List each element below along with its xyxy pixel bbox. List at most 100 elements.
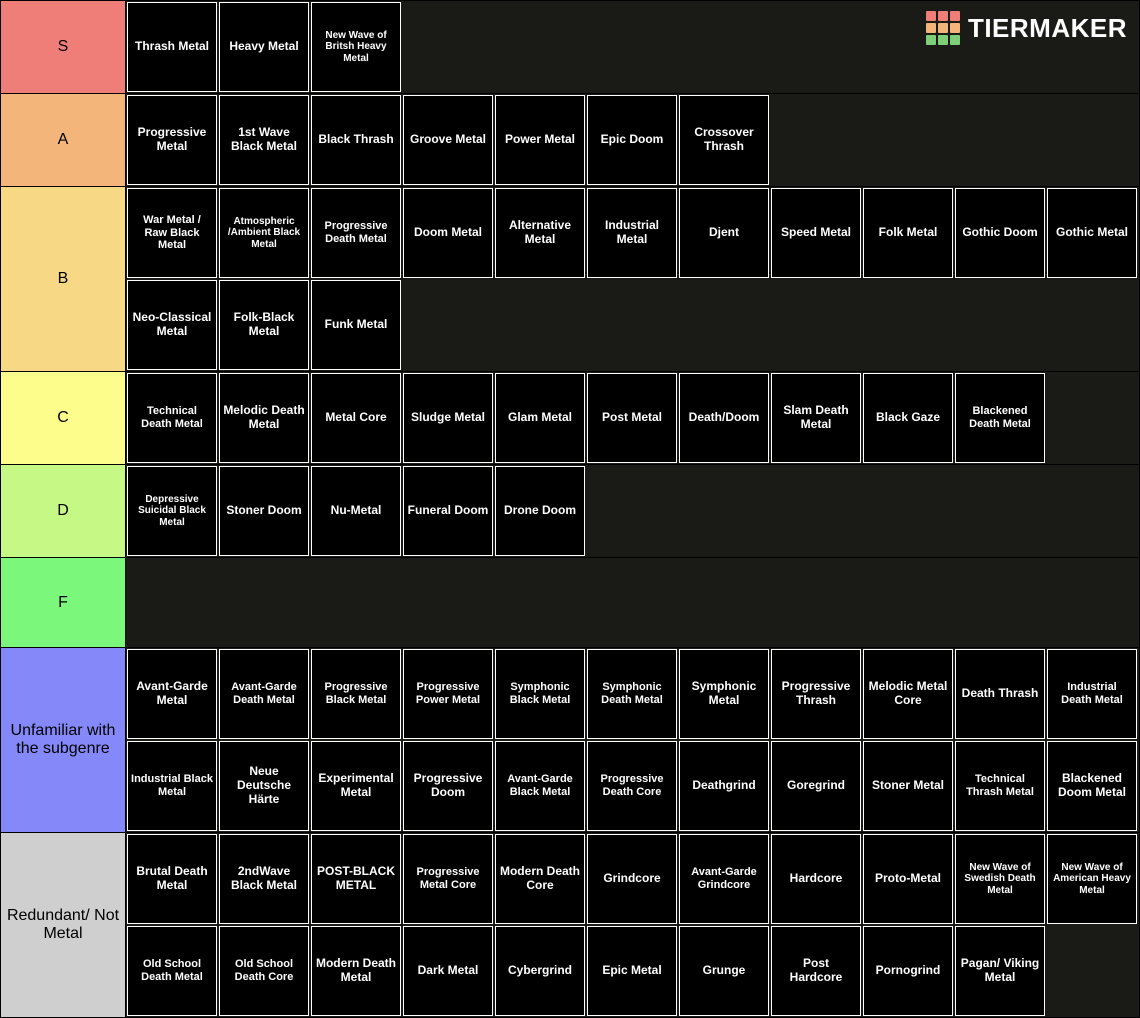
tier-tile[interactable]: Stoner Doom — [219, 466, 309, 556]
tier-tile[interactable]: Death Thrash — [955, 649, 1045, 739]
logo-text: TIERMAKER — [968, 13, 1127, 44]
tier-tile[interactable]: Blackened Death Metal — [955, 373, 1045, 463]
tier-tile[interactable]: Black Gaze — [863, 373, 953, 463]
tier-tile[interactable]: New Wave of Swedish Death Metal — [955, 834, 1045, 924]
tier-tile[interactable]: New Wave of American Heavy Metal — [1047, 834, 1137, 924]
tier-tile[interactable]: New Wave of Britsh Heavy Metal — [311, 2, 401, 92]
tier-tile[interactable]: Progressive Power Metal — [403, 649, 493, 739]
tier-tile[interactable]: Sludge Metal — [403, 373, 493, 463]
tier-row: CTechnical Death MetalMelodic Death Meta… — [1, 372, 1139, 465]
tier-tile[interactable]: Drone Doom — [495, 466, 585, 556]
tier-label[interactable]: A — [1, 94, 126, 186]
tier-tile[interactable]: Melodic Metal Core — [863, 649, 953, 739]
tier-tile[interactable]: POST-BLACK METAL — [311, 834, 401, 924]
tier-tile[interactable]: Progressive Death Metal — [311, 188, 401, 278]
tier-tile[interactable]: Progressive Black Metal — [311, 649, 401, 739]
tier-tile[interactable]: 1st Wave Black Metal — [219, 95, 309, 185]
tiermaker-logo: TIERMAKER — [926, 11, 1127, 45]
tier-tile[interactable]: 2ndWave Black Metal — [219, 834, 309, 924]
tier-tile[interactable]: Glam Metal — [495, 373, 585, 463]
tier-tile[interactable]: Experimental Metal — [311, 741, 401, 831]
tier-tile[interactable]: Groove Metal — [403, 95, 493, 185]
tier-items: Thrash MetalHeavy MetalNew Wave of Brits… — [126, 1, 1139, 93]
tier-items: Depressive Suicidal Black MetalStoner Do… — [126, 465, 1139, 557]
tier-tile[interactable]: Death/Doom — [679, 373, 769, 463]
tier-tile[interactable]: Post Metal — [587, 373, 677, 463]
tier-label[interactable]: C — [1, 372, 126, 464]
tier-tile[interactable]: Metal Core — [311, 373, 401, 463]
tier-tile[interactable]: Blackened Doom Metal — [1047, 741, 1137, 831]
tier-tile[interactable]: Slam Death Metal — [771, 373, 861, 463]
tier-tile[interactable]: Symphonic Black Metal — [495, 649, 585, 739]
tier-tile[interactable]: Industrial Metal — [587, 188, 677, 278]
tier-tile[interactable]: Progressive Metal Core — [403, 834, 493, 924]
logo-grid-icon — [926, 11, 960, 45]
tier-tile[interactable]: Thrash Metal — [127, 2, 217, 92]
tier-tile[interactable]: Gothic Metal — [1047, 188, 1137, 278]
tier-tile[interactable]: Alternative Metal — [495, 188, 585, 278]
tier-tile[interactable]: Neue Deutsche Härte — [219, 741, 309, 831]
tier-items: War Metal / Raw Black MetalAtmospheric /… — [126, 187, 1139, 371]
tier-label[interactable]: S — [1, 1, 126, 93]
tier-tile[interactable]: Melodic Death Metal — [219, 373, 309, 463]
tier-list: SThrash MetalHeavy MetalNew Wave of Brit… — [0, 0, 1140, 1018]
tier-tile[interactable]: Depressive Suicidal Black Metal — [127, 466, 217, 556]
tier-tile[interactable]: Technical Thrash Metal — [955, 741, 1045, 831]
tier-tile[interactable]: Folk Metal — [863, 188, 953, 278]
tier-tile[interactable]: Avant-Garde Death Metal — [219, 649, 309, 739]
tier-tile[interactable]: Djent — [679, 188, 769, 278]
tier-tile[interactable]: Symphonic Death Metal — [587, 649, 677, 739]
tier-row: DDepressive Suicidal Black MetalStoner D… — [1, 465, 1139, 558]
tier-tile[interactable]: Atmospheric /Ambient Black Metal — [219, 188, 309, 278]
tier-label[interactable]: Redundant/ Not Metal — [1, 833, 126, 1017]
tier-tile[interactable]: Progressive Death Core — [587, 741, 677, 831]
tier-tile[interactable]: Neo-Classical Metal — [127, 280, 217, 370]
tier-row: Redundant/ Not MetalBrutal Death Metal2n… — [1, 833, 1139, 1017]
tier-row: Unfamiliar with the subgenreAvant-Garde … — [1, 648, 1139, 833]
tier-tile[interactable]: Brutal Death Metal — [127, 834, 217, 924]
tier-tile[interactable]: Avant-Garde Metal — [127, 649, 217, 739]
tier-label[interactable]: F — [1, 558, 126, 647]
tier-row: SThrash MetalHeavy MetalNew Wave of Brit… — [1, 1, 1139, 94]
tier-tile[interactable]: Heavy Metal — [219, 2, 309, 92]
tier-label[interactable]: Unfamiliar with the subgenre — [1, 648, 126, 832]
tier-items: Avant-Garde MetalAvant-Garde Death Metal… — [126, 648, 1139, 832]
tier-tile[interactable]: Progressive Metal — [127, 95, 217, 185]
tier-tile[interactable]: Technical Death Metal — [127, 373, 217, 463]
tier-tile[interactable]: Industrial Black Metal — [127, 741, 217, 831]
tier-tile[interactable]: Funeral Doom — [403, 466, 493, 556]
tier-tile[interactable]: Progressive Thrash — [771, 649, 861, 739]
tier-tile[interactable]: Proto-Metal — [863, 834, 953, 924]
tier-tile[interactable]: Progressive Doom — [403, 741, 493, 831]
tier-tile[interactable]: Power Metal — [495, 95, 585, 185]
tier-label[interactable]: B — [1, 187, 126, 371]
tier-tile[interactable]: Funk Metal — [311, 280, 401, 370]
tier-tile[interactable]: Stoner Metal — [863, 741, 953, 831]
tier-label[interactable]: D — [1, 465, 126, 557]
tier-tile[interactable]: Crossover Thrash — [679, 95, 769, 185]
tier-row: BWar Metal / Raw Black MetalAtmospheric … — [1, 187, 1139, 372]
tier-tile[interactable]: Black Thrash — [311, 95, 401, 185]
tier-tile[interactable]: Avant-Garde Black Metal — [495, 741, 585, 831]
tier-tile[interactable]: Industrial Death Metal — [1047, 649, 1137, 739]
tier-tile[interactable]: Nu-Metal — [311, 466, 401, 556]
tier-tile[interactable]: Hardcore — [771, 834, 861, 924]
tier-tile[interactable]: War Metal / Raw Black Metal — [127, 188, 217, 278]
tier-tile[interactable]: Symphonic Metal — [679, 649, 769, 739]
tier-tile[interactable]: Modern Death Core — [495, 834, 585, 924]
tier-tile[interactable]: Grindcore — [587, 834, 677, 924]
tier-tile[interactable]: Goregrind — [771, 741, 861, 831]
tier-tile[interactable]: Speed Metal — [771, 188, 861, 278]
tier-tile[interactable]: Gothic Doom — [955, 188, 1045, 278]
tier-tile[interactable]: Epic Doom — [587, 95, 677, 185]
tier-tile[interactable]: Deathgrind — [679, 741, 769, 831]
tier-tile[interactable]: Folk-Black Metal — [219, 280, 309, 370]
tier-items: Technical Death MetalMelodic Death Metal… — [126, 372, 1139, 464]
tier-row: AProgressive Metal1st Wave Black MetalBl… — [1, 94, 1139, 187]
tier-tile[interactable]: Doom Metal — [403, 188, 493, 278]
tier-tile[interactable]: Avant-Garde Grindcore — [679, 834, 769, 924]
tier-items: Brutal Death Metal2ndWave Black MetalPOS… — [126, 833, 1139, 1017]
tier-row: F — [1, 558, 1139, 648]
tier-items: Progressive Metal1st Wave Black MetalBla… — [126, 94, 1139, 186]
tier-items — [126, 558, 1139, 647]
